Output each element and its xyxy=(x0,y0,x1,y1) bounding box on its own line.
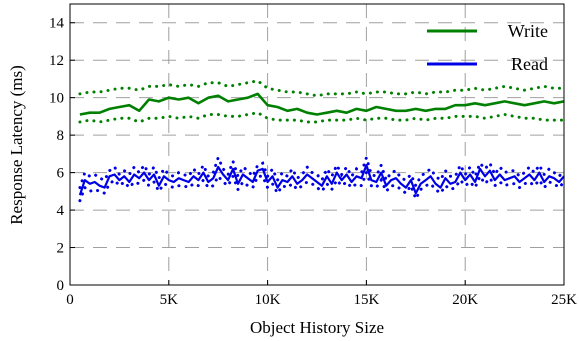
legend-label-write: Write xyxy=(508,21,548,41)
x-tick-label: 0 xyxy=(66,292,74,308)
write-line xyxy=(79,92,565,116)
series-layer xyxy=(78,79,566,203)
x-tick-label: 10K xyxy=(255,292,281,308)
y-tick-label: 6 xyxy=(57,166,65,182)
read-upper-bound xyxy=(78,152,566,190)
y-axis-label: Response Latency (ms) xyxy=(7,65,26,225)
y-tick-label: 0 xyxy=(57,278,65,294)
y-tick-label: 12 xyxy=(49,53,64,69)
write-upper-bound xyxy=(78,79,566,98)
read-lower-bound xyxy=(78,168,566,203)
y-tick-label: 2 xyxy=(57,241,65,257)
y-tick-label: 14 xyxy=(49,16,65,32)
grid xyxy=(70,4,564,285)
x-tick-label: 5K xyxy=(160,292,179,308)
y-tick-label: 4 xyxy=(57,203,65,219)
x-tick-label: 15K xyxy=(353,292,379,308)
y-tick-label: 10 xyxy=(49,91,64,107)
plot-frame xyxy=(69,3,565,286)
x-tick-label: 25K xyxy=(551,292,577,308)
ticks: 0 2 4 6 8 10 12 14 0 5K 10K 15K 20K 25K xyxy=(49,16,577,308)
y-tick-label: 8 xyxy=(57,128,65,144)
legend: Write Read xyxy=(427,21,548,74)
legend-label-read: Read xyxy=(511,54,548,74)
x-axis-label: Object History Size xyxy=(250,318,384,337)
write-lower-bound xyxy=(78,111,566,124)
read-line xyxy=(78,164,565,196)
x-tick-label: 20K xyxy=(452,292,478,308)
